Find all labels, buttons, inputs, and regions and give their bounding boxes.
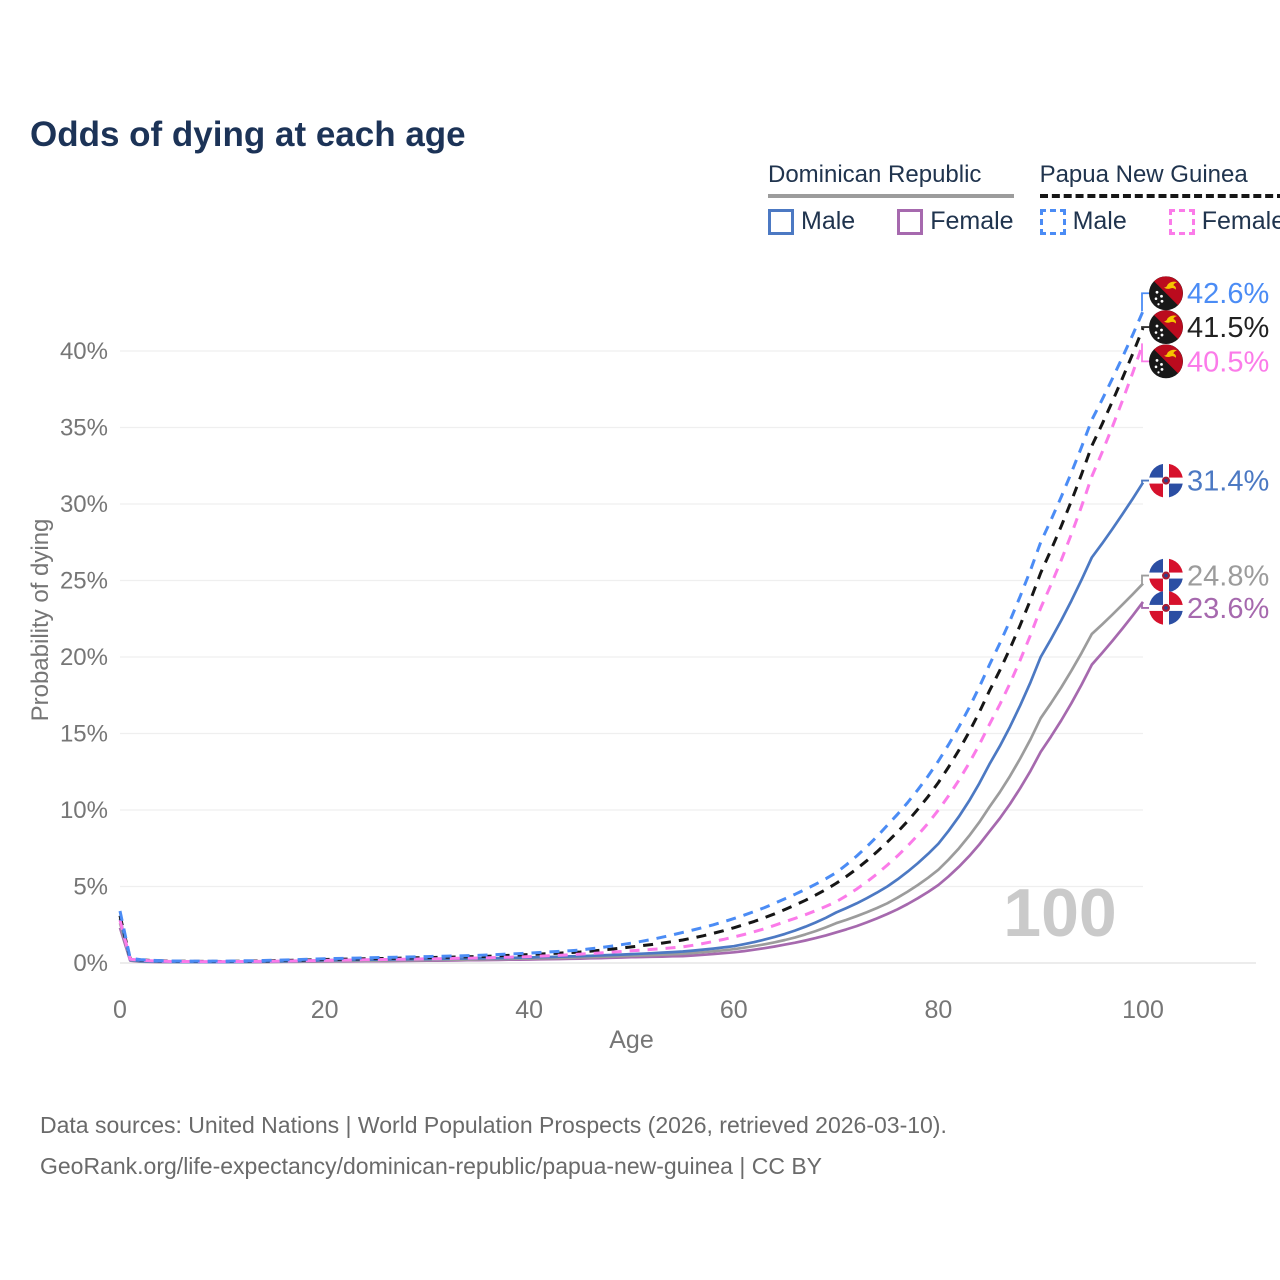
end-value-label-png-female: 40.5% [1187, 346, 1269, 378]
dominican-republic-flag-icon [1149, 464, 1183, 498]
legend-item-dr-male[interactable]: Male [768, 207, 855, 236]
leader-line-png-male [1141, 292, 1149, 312]
axis-labels: 0% 5% 10% 15% 20% 25% 30% 35% 40% 0 20 40 60 80 100 Age… [27, 338, 1164, 1054]
leader-line-dr-male [1141, 479, 1149, 483]
x-tick-label-20: 20 [311, 996, 339, 1024]
series-lines [118, 310, 1145, 964]
legend-item-png-male[interactable]: Male [1039, 207, 1127, 236]
series-line-png-male [118, 310, 1145, 963]
x-tick-label-100: 100 [1122, 996, 1164, 1024]
legend: Dominican Republic Male Female Papua New… [768, 161, 1280, 236]
leader-line-dr-female [1141, 601, 1149, 609]
end-value-label-dr-male: 31.4% [1187, 466, 1269, 498]
x-tick-label-40: 40 [515, 996, 543, 1024]
legend-header-papua-new-guinea: Papua New Guinea [1039, 161, 1280, 198]
dominican-republic-flag-icon [1149, 559, 1183, 593]
series-line-dr-both [118, 582, 1144, 964]
footer-data-sources: Data sources: United Nations | World Pop… [40, 1112, 947, 1138]
y-tick-label-35: 35% [60, 415, 108, 442]
leader-line-png-female [1141, 343, 1149, 363]
y-tick-label-15: 15% [60, 721, 108, 748]
y-tick-label-25: 25% [60, 568, 108, 595]
legend-swatch-dr-male-icon [768, 208, 794, 235]
end-value-label-dr-female: 23.6% [1187, 593, 1269, 625]
y-tick-label-0: 0% [73, 950, 108, 977]
legend-group-papua-new-guinea: Papua New Guinea Male Female [1039, 161, 1280, 236]
papua-new-guinea-flag-icon [1149, 310, 1183, 344]
papua-new-guinea-flag-icon [1149, 344, 1183, 378]
x-tick-label-0: 0 [113, 996, 127, 1024]
series-line-png-female [118, 342, 1145, 964]
legend-label-dr-male: Male [801, 207, 856, 235]
legend-item-dr-female[interactable]: Female [897, 207, 1014, 236]
leader-line-dr-both [1141, 574, 1149, 584]
legend-group-dominican-republic: Dominican Republic Male Female [768, 161, 1014, 236]
x-axis-title: Age [609, 1026, 653, 1054]
end-value-label-png-both: 41.5% [1187, 312, 1269, 344]
end-annotations: 42.6%41.5%40.5% 31.4% 24.8%23.6% [1141, 276, 1269, 625]
legend-items-dominican-republic: Male Female [768, 207, 1014, 236]
y-tick-label-20: 20% [60, 644, 108, 671]
series-line-png-both [118, 327, 1145, 963]
legend-header-dominican-republic: Dominican Republic [768, 161, 1014, 198]
legend-label-png-female: Female [1201, 207, 1280, 235]
age-watermark: 100 [1003, 875, 1116, 951]
x-tick-label-80: 80 [924, 996, 952, 1024]
end-value-label-png-male: 42.6% [1187, 278, 1269, 310]
x-tick-label-60: 60 [720, 996, 748, 1024]
series-line-dr-female [118, 601, 1145, 964]
page-title: Odds of dying at each age [30, 115, 466, 155]
end-value-label-dr-both: 24.8% [1187, 561, 1269, 593]
y-tick-label-10: 10% [60, 797, 108, 824]
legend-label-png-male: Male [1072, 207, 1127, 235]
gridlines [120, 350, 1256, 964]
y-axis-title: Probability of dying [27, 519, 54, 722]
dominican-republic-flag-icon [1149, 591, 1183, 625]
leader-line-png-both [1141, 326, 1149, 328]
y-tick-label-30: 30% [60, 491, 108, 518]
legend-item-png-female[interactable]: Female [1168, 207, 1280, 236]
watermark-age-counter: 100 [1003, 875, 1116, 951]
legend-swatch-dr-female-icon [897, 208, 924, 235]
footer: Data sources: United Nations | World Pop… [40, 1105, 947, 1187]
y-tick-label-40: 40% [60, 338, 108, 365]
legend-swatch-png-male-icon [1039, 208, 1066, 235]
papua-new-guinea-flag-icon [1149, 276, 1183, 310]
legend-items-papua-new-guinea: Male Female [1039, 207, 1280, 236]
y-tick-label-5: 5% [73, 874, 108, 901]
footer-attribution: GeoRank.org/life-expectancy/dominican-re… [40, 1153, 822, 1179]
legend-label-dr-female: Female [930, 207, 1014, 235]
legend-swatch-png-female-icon [1168, 208, 1195, 235]
